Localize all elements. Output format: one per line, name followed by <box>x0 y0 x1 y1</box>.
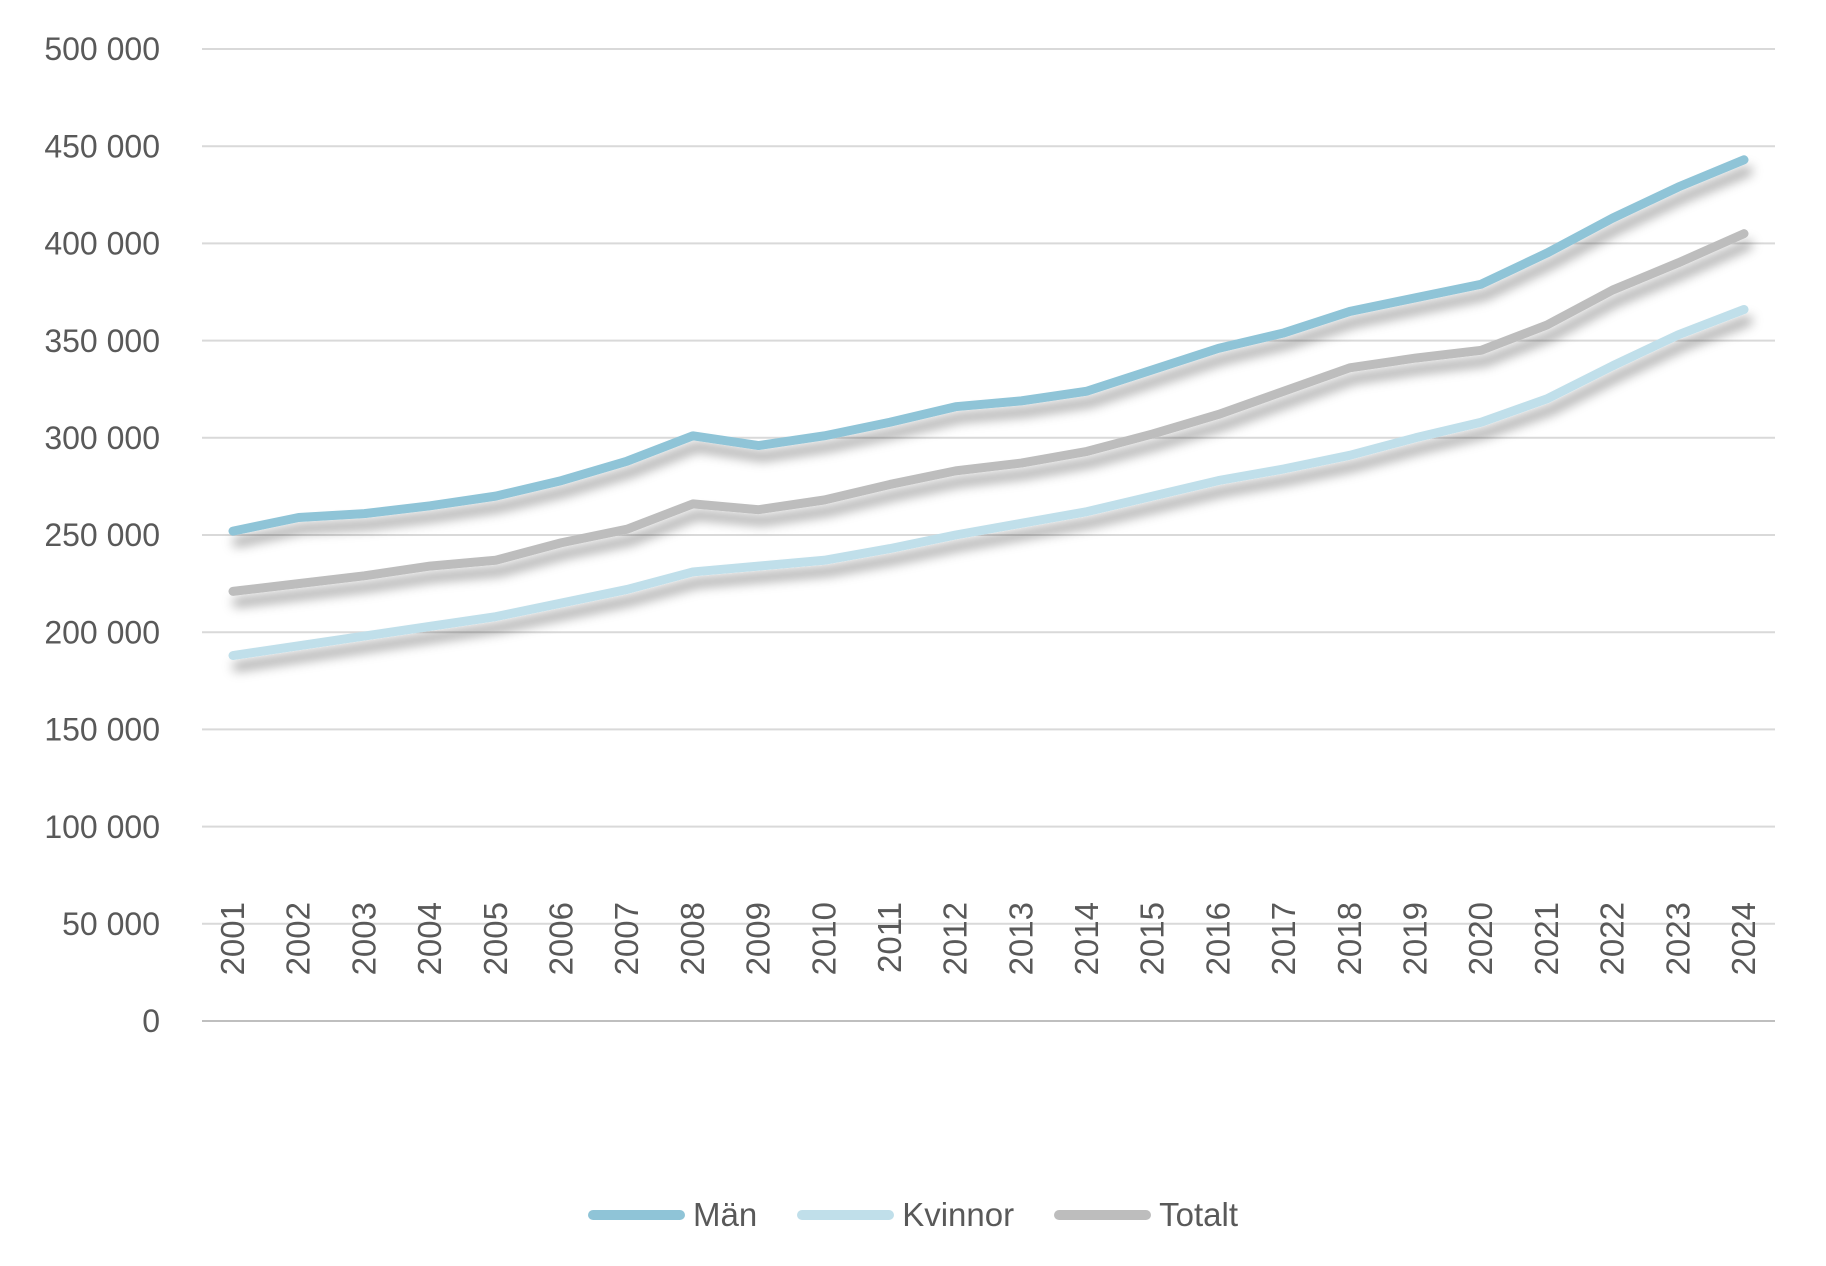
y-tick-label: 0 <box>142 1003 160 1039</box>
chart-legend: Män Kvinnor Totalt <box>0 1198 1826 1231</box>
x-tick-label: 2009 <box>740 902 777 975</box>
y-tick-label: 350 000 <box>44 323 160 359</box>
y-tick-label: 200 000 <box>44 614 160 650</box>
series-line-kvinnor <box>228 304 1749 661</box>
x-tick-label: 2023 <box>1659 902 1696 975</box>
x-tick-label: 2008 <box>674 902 711 975</box>
x-tick-label: 2003 <box>345 902 382 975</box>
x-tick-label: 2014 <box>1068 902 1105 975</box>
x-tick-label: 2015 <box>1134 902 1171 975</box>
y-tick-label: 250 000 <box>44 517 160 553</box>
x-tick-label: 2020 <box>1462 902 1499 975</box>
legend-swatch-män <box>588 1209 686 1220</box>
x-tick-label: 2007 <box>608 902 645 975</box>
x-tick-label: 2012 <box>937 902 974 975</box>
y-tick-label: 100 000 <box>44 809 160 845</box>
x-tick-label: 2013 <box>1002 902 1039 975</box>
y-axis-labels: 0 50 000 100 000 150 000 200 000 250 000 300 0… <box>44 31 160 1039</box>
x-tick-label: 2006 <box>542 902 579 975</box>
x-tick-label: 2016 <box>1199 902 1236 975</box>
y-tick-label: 50 000 <box>62 906 160 942</box>
x-tick-label: 2004 <box>411 902 448 975</box>
y-tick-label: 500 000 <box>44 31 160 67</box>
gridlines <box>202 48 1775 1022</box>
legend-label: Män <box>693 1196 758 1233</box>
x-tick-label: 2011 <box>871 902 908 973</box>
x-tick-label: 2017 <box>1265 902 1302 975</box>
y-tick-label: 450 000 <box>44 128 160 164</box>
x-tick-label: 2021 <box>1528 902 1565 975</box>
x-tick-label: 2022 <box>1594 902 1631 975</box>
legend-label: Kvinnor <box>902 1196 1015 1233</box>
y-tick-label: 150 000 <box>44 712 160 748</box>
x-axis-labels: 2001 2002 2003 2004 2005 2006 2007 2008 2009 2010… <box>214 902 1762 975</box>
series-line-män <box>228 155 1749 536</box>
x-tick-label: 2010 <box>805 902 842 975</box>
legend-item-totalt: Totalt <box>1054 1198 1238 1231</box>
x-tick-label: 2002 <box>280 902 317 975</box>
legend-item-män: Män <box>588 1198 757 1231</box>
x-tick-label: 2001 <box>214 902 251 975</box>
x-tick-label: 2019 <box>1397 902 1434 975</box>
legend-item-kvinnor: Kvinnor <box>797 1198 1014 1231</box>
legend-swatch-kvinnor <box>797 1209 895 1220</box>
y-tick-label: 400 000 <box>44 226 160 262</box>
series-lines <box>228 155 1749 661</box>
x-tick-label: 2024 <box>1725 902 1762 975</box>
y-tick-label: 300 000 <box>44 420 160 456</box>
x-tick-label: 2005 <box>477 902 514 975</box>
series-line-totalt <box>228 229 1749 596</box>
legend-swatch-totalt <box>1054 1209 1152 1220</box>
x-tick-label: 2018 <box>1331 902 1368 975</box>
legend-label: Totalt <box>1159 1196 1238 1233</box>
